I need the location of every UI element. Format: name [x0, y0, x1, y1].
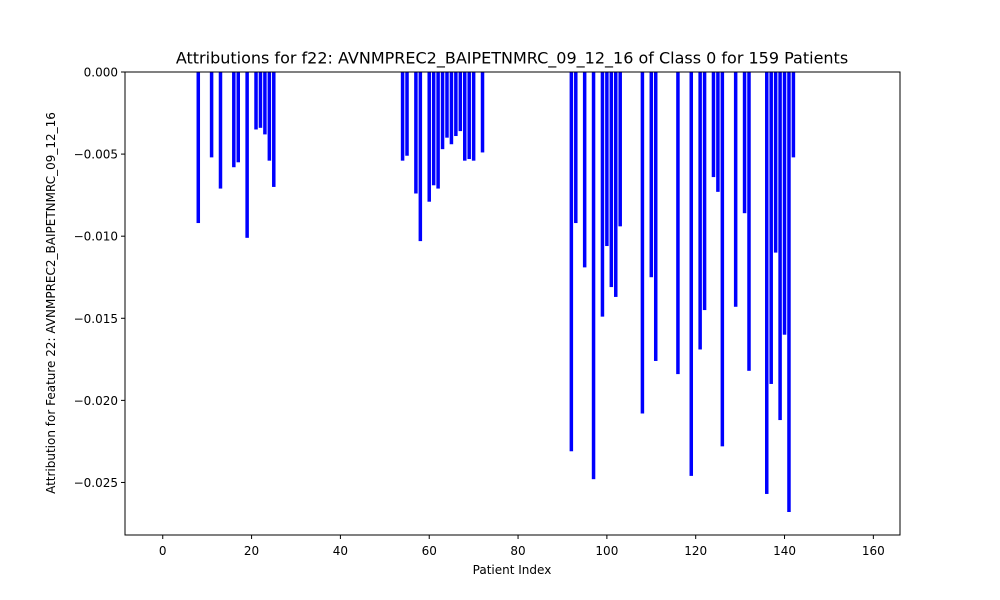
bar-patient-137 [769, 72, 773, 384]
bar-patient-70 [471, 72, 476, 161]
x-tick-label: 60 [422, 544, 437, 558]
y-tick-label: −0.010 [74, 230, 118, 244]
y-axis-label: Attribution for Feature 22: AVNMPREC2_BA… [44, 112, 58, 494]
bar-patient-93 [574, 72, 578, 224]
bar-patient-68 [463, 72, 467, 161]
bar-patient-61 [431, 72, 436, 186]
bar-patient-103 [618, 72, 622, 227]
bar-patient-69 [467, 72, 471, 160]
bar-patient-140 [782, 72, 787, 335]
bar-patient-97 [591, 72, 596, 480]
bar-patient-100 [605, 72, 609, 247]
y-tick-label: −0.025 [74, 476, 118, 490]
bar-patient-23 [263, 72, 267, 135]
bar-patient-121 [698, 72, 702, 350]
bar-patient-57 [414, 72, 418, 194]
x-tick-label: 20 [244, 544, 259, 558]
x-tick-label: 140 [773, 544, 796, 558]
bar-patient-132 [747, 72, 751, 371]
bar-patient-17 [236, 72, 240, 163]
x-axis-label: Patient Index [473, 563, 552, 577]
y-tick-label: 0.000 [84, 66, 118, 80]
y-tick-label: −0.020 [74, 394, 118, 408]
x-tick-label: 120 [684, 544, 707, 558]
bar-patient-11 [209, 72, 214, 158]
bar-patient-22 [258, 72, 263, 128]
bar-patient-139 [778, 72, 782, 421]
plot-frame [124, 71, 901, 536]
x-tick-label: 100 [595, 544, 618, 558]
x-tick-label: 0 [159, 544, 167, 558]
bar-patient-126 [720, 72, 725, 447]
bar-patient-64 [445, 72, 449, 138]
bar-patient-136 [765, 72, 769, 494]
bar-patient-66 [454, 72, 458, 137]
bar-patient-8 [196, 72, 201, 224]
bar-patient-54 [400, 72, 405, 161]
bar-patient-124 [711, 72, 716, 178]
bar-patient-24 [267, 72, 272, 161]
bar-patient-19 [245, 72, 249, 238]
bar-patient-58 [418, 72, 423, 242]
bar-patient-92 [569, 72, 574, 452]
bar-patient-111 [653, 72, 658, 361]
bar-patient-63 [440, 72, 445, 150]
bar-patient-125 [716, 72, 720, 192]
bar-patient-99 [600, 72, 605, 317]
chart-title: Attributions for f22: AVNMPREC2_BAIPETNM… [176, 49, 848, 69]
bar-patient-95 [582, 72, 587, 268]
bar-patient-142 [791, 72, 796, 158]
bar-patient-101 [609, 72, 614, 288]
bar-patient-108 [640, 72, 645, 414]
bar-patient-102 [614, 72, 618, 297]
bar-patient-141 [787, 72, 791, 513]
bar-patient-138 [773, 72, 778, 253]
bar-patient-119 [689, 72, 694, 476]
bar-patient-72 [480, 72, 485, 153]
x-axis-ticks: 0 20 40 60 80 100 120 140 160 [159, 535, 885, 558]
bar-patient-116 [676, 72, 680, 375]
y-tick-label: −0.005 [74, 148, 118, 162]
bar-patient-65 [449, 72, 454, 145]
bar-patient-16 [232, 72, 236, 168]
bar-patient-110 [649, 72, 654, 278]
bar-patient-67 [458, 72, 463, 132]
y-axis-ticks: 0.000 −0.005 −0.010 −0.015 −0.020 −0.025 [74, 66, 125, 490]
bar-patient-21 [254, 72, 258, 130]
x-tick-label: 80 [510, 544, 525, 558]
bar-patient-129 [733, 72, 738, 307]
bar-patient-60 [427, 72, 431, 202]
y-tick-label: −0.015 [74, 312, 118, 326]
x-tick-label: 40 [333, 544, 348, 558]
bars-group [196, 72, 796, 513]
bar-patient-62 [436, 72, 440, 189]
bar-patient-13 [218, 72, 223, 189]
bar-patient-122 [702, 72, 707, 311]
bar-patient-55 [405, 72, 409, 156]
bar-patient-25 [272, 72, 276, 187]
x-tick-label: 160 [862, 544, 885, 558]
bar-patient-131 [742, 72, 747, 214]
